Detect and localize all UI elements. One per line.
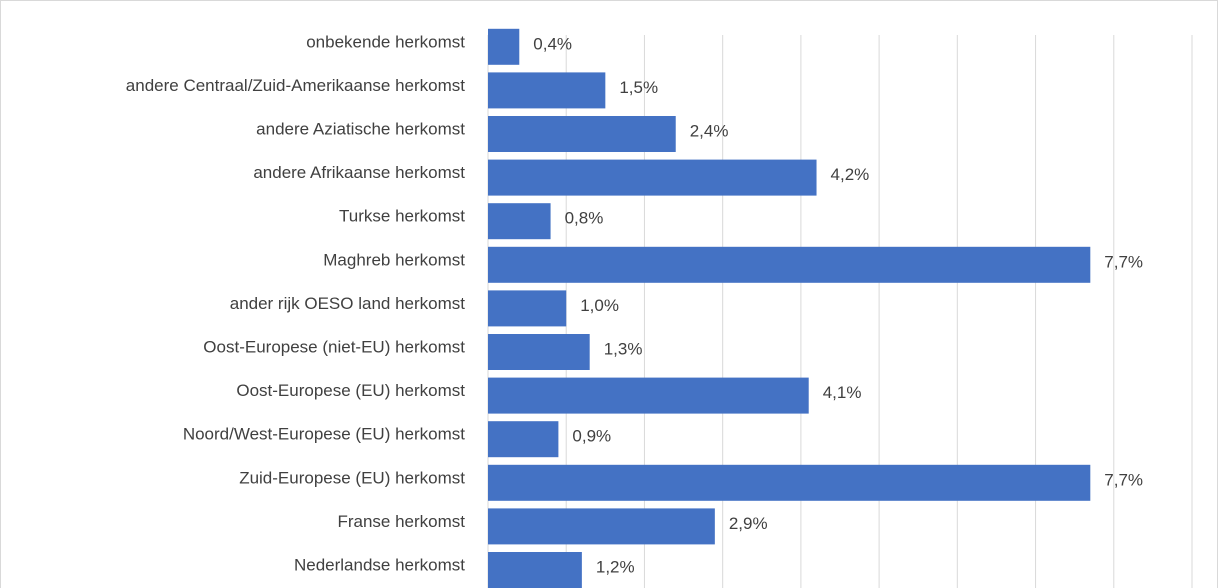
value-label: 1,3%: [604, 339, 643, 358]
category-label: Nederlandse herkomst: [294, 555, 465, 574]
bar: [488, 421, 559, 458]
category-label: Zuid-Europese (EU) herkomst: [239, 468, 465, 487]
bar: [488, 334, 590, 370]
bar: [488, 552, 582, 588]
value-label: 0,8%: [565, 209, 604, 228]
category-label: andere Centraal/Zuid-Amerikaanse herkoms…: [126, 76, 465, 95]
value-label: 1,0%: [580, 296, 619, 315]
category-label: ander rijk OESO land herkomst: [230, 294, 466, 313]
value-label: 0,9%: [572, 427, 611, 446]
bar: [488, 28, 520, 65]
category-label: Oost-Europese (niet-EU) herkomst: [203, 337, 465, 356]
bar: [488, 464, 1091, 501]
category-label: Oost-Europese (EU) herkomst: [236, 381, 465, 400]
value-label: 7,7%: [1104, 252, 1143, 271]
bar: [488, 203, 551, 240]
bar: [488, 508, 715, 545]
value-label: 2,4%: [690, 121, 729, 140]
category-label: Franse herkomst: [337, 512, 465, 531]
bar: [488, 116, 676, 152]
category-label: onbekende herkomst: [306, 32, 465, 51]
bar: [488, 159, 817, 196]
value-label: 7,7%: [1104, 470, 1143, 489]
value-label: 4,1%: [823, 383, 862, 402]
value-label: 0,4%: [533, 34, 572, 53]
category-label: Turkse herkomst: [339, 207, 465, 226]
value-label: 1,2%: [596, 557, 635, 576]
category-label: andere Afrikaanse herkomst: [253, 163, 465, 182]
bar: [488, 246, 1091, 283]
bar: [488, 72, 606, 109]
category-label: Maghreb herkomst: [323, 250, 465, 269]
value-label: 1,5%: [619, 78, 658, 97]
value-label: 4,2%: [831, 165, 870, 184]
category-label: Noord/West-Europese (EU) herkomst: [183, 425, 465, 444]
value-label: 2,9%: [729, 514, 768, 533]
category-label: andere Aziatische herkomst: [256, 119, 465, 138]
bar: [488, 290, 567, 327]
bar: [488, 377, 809, 414]
